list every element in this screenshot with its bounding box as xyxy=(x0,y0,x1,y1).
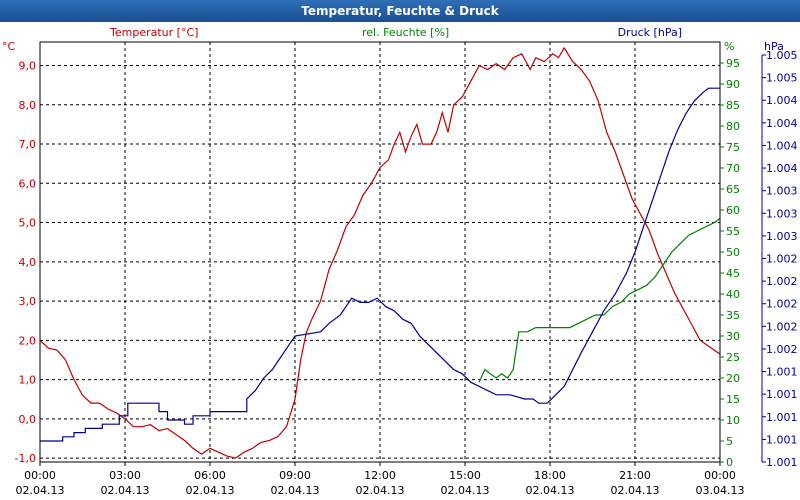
pressure-unit: hPa xyxy=(764,40,784,53)
humidity-tick-label: 95 xyxy=(726,57,740,70)
pressure-tick-label: 1.001 xyxy=(766,411,798,424)
pressure-ticks: 1.001 1.001 1.001 1.001 1.001 1.002 1.002 1.002… xyxy=(762,49,798,469)
pressure-tick-label: 1.004 xyxy=(766,162,798,175)
humidity-axis-label: rel. Feuchte [%] xyxy=(362,26,449,39)
temperature-tick-label: 5,0 xyxy=(19,217,37,230)
time-tick-label: 12:00 xyxy=(364,469,396,482)
humidity-tick-label: 65 xyxy=(726,183,740,196)
date-tick-label: 02.04.13 xyxy=(186,484,235,497)
humidity-tick-label: 0 xyxy=(726,456,733,469)
humidity-tick-label: 70 xyxy=(726,162,740,175)
humidity-tick-label: 10 xyxy=(726,414,740,427)
pressure-tick-label: 1.004 xyxy=(766,94,798,107)
date-tick-label: 02.04.13 xyxy=(441,484,490,497)
temperature-tick-label: 0,0 xyxy=(19,413,37,426)
pressure-tick-label: 1.003 xyxy=(766,185,798,198)
date-tick-label: 02.04.13 xyxy=(16,484,65,497)
pressure-tick-label: 1.003 xyxy=(766,207,798,220)
humidity-tick-label: 45 xyxy=(726,267,740,280)
humidity-tick-label: 5 xyxy=(726,435,733,448)
temperature-tick-label: 3,0 xyxy=(19,295,37,308)
time-tick-label: 21:00 xyxy=(619,469,651,482)
humidity-tick-label: 60 xyxy=(726,204,740,217)
date-tick-label: 02.04.13 xyxy=(101,484,150,497)
humidity-tick-label: 30 xyxy=(726,330,740,343)
time-tick-label: 09:00 xyxy=(279,469,311,482)
humidity-tick-label: 55 xyxy=(726,225,740,238)
date-tick-label: 03.04.13 xyxy=(696,484,745,497)
humidity-tick-label: 85 xyxy=(726,99,740,112)
pressure-tick-label: 1.001 xyxy=(766,456,798,469)
humidity-tick-label: 40 xyxy=(726,288,740,301)
date-tick-label: 02.04.13 xyxy=(356,484,405,497)
temperature-ticks: -1,0 0,0 1,0 2,0 3,0 4,0 5,0 6,0 7,0 8,0 9,0 xyxy=(15,60,36,466)
time-tick-label: 15:00 xyxy=(449,469,481,482)
pressure-tick-label: 1.001 xyxy=(766,433,798,446)
pressure-tick-label: 1.004 xyxy=(766,117,798,130)
series-line-temperature xyxy=(39,46,721,459)
time-tick-label: 03:00 xyxy=(109,469,141,482)
pressure-axis-label: Druck [hPa] xyxy=(618,26,682,39)
pressure-tick-label: 1.002 xyxy=(766,320,798,333)
series-line-pressure xyxy=(40,87,720,442)
pressure-tick-label: 1.001 xyxy=(766,366,798,379)
temperature-tick-label: 2,0 xyxy=(19,334,37,347)
humidity-tick-label: 25 xyxy=(726,351,740,364)
time-ticks: 00:00 02.04.13 03:00 02.04.13 06:00 02.04.13 0… xyxy=(16,462,745,497)
pressure-tick-label: 1.002 xyxy=(766,253,798,266)
pressure-tick-label: 1.003 xyxy=(766,230,798,243)
time-tick-label: 06:00 xyxy=(194,469,226,482)
temperature-axis-label: Temperatur [°C] xyxy=(109,26,198,39)
chart-title: Temperatur, Feuchte & Druck xyxy=(0,0,800,22)
time-tick-label: 18:00 xyxy=(534,469,566,482)
pressure-tick-label: 1.002 xyxy=(766,275,798,288)
pressure-tick-label: 1.002 xyxy=(766,298,798,311)
date-tick-label: 02.04.13 xyxy=(271,484,320,497)
humidity-tick-label: 15 xyxy=(726,393,740,406)
temperature-tick-label: 1,0 xyxy=(19,374,37,387)
series-line-humidity xyxy=(478,217,721,383)
pressure-tick-label: 1.002 xyxy=(766,343,798,356)
pressure-tick-label: 1.005 xyxy=(766,72,798,85)
temperature-tick-label: 4,0 xyxy=(19,256,37,269)
temperature-unit: °C xyxy=(2,40,16,53)
humidity-ticks: 0 5 10 15 20 25 30 35 40 45 50 55 60 65 70 75 80 85 90 95 xyxy=(720,57,740,469)
pressure-tick-label: 1.004 xyxy=(766,139,798,152)
date-tick-label: 02.04.13 xyxy=(611,484,660,497)
series-layer xyxy=(39,46,721,459)
humidity-tick-label: 50 xyxy=(726,246,740,259)
temperature-tick-label: 8,0 xyxy=(19,99,37,112)
pressure-tick-label: 1.005 xyxy=(766,49,798,62)
date-tick-label: 02.04.13 xyxy=(526,484,575,497)
time-tick-label: 00:00 xyxy=(704,469,736,482)
temperature-tick-label: 7,0 xyxy=(19,138,37,151)
humidity-tick-label: 80 xyxy=(726,120,740,133)
humidity-tick-label: 75 xyxy=(726,141,740,154)
temperature-tick-label: 6,0 xyxy=(19,177,37,190)
humidity-tick-label: 35 xyxy=(726,309,740,322)
time-tick-label: 00:00 xyxy=(24,469,56,482)
humidity-unit: % xyxy=(724,40,734,53)
humidity-tick-label: 90 xyxy=(726,78,740,91)
temperature-tick-label: 9,0 xyxy=(19,60,37,73)
humidity-tick-label: 20 xyxy=(726,372,740,385)
pressure-tick-label: 1.001 xyxy=(766,388,798,401)
temperature-tick-label: -1,0 xyxy=(15,452,36,465)
grid-lines xyxy=(40,42,720,462)
